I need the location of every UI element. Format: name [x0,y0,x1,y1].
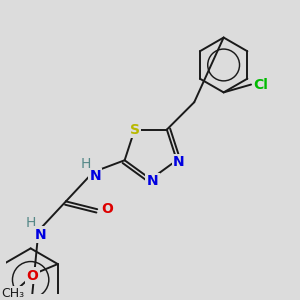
Text: N: N [89,169,101,183]
Text: Cl: Cl [254,78,268,92]
Text: N: N [147,174,158,188]
Text: O: O [26,269,38,283]
Text: N: N [173,155,184,169]
Text: H: H [80,157,91,171]
Text: S: S [130,123,140,136]
Text: H: H [26,216,36,230]
Text: N: N [34,228,46,242]
Text: O: O [101,202,113,216]
Text: CH₃: CH₃ [1,287,24,300]
